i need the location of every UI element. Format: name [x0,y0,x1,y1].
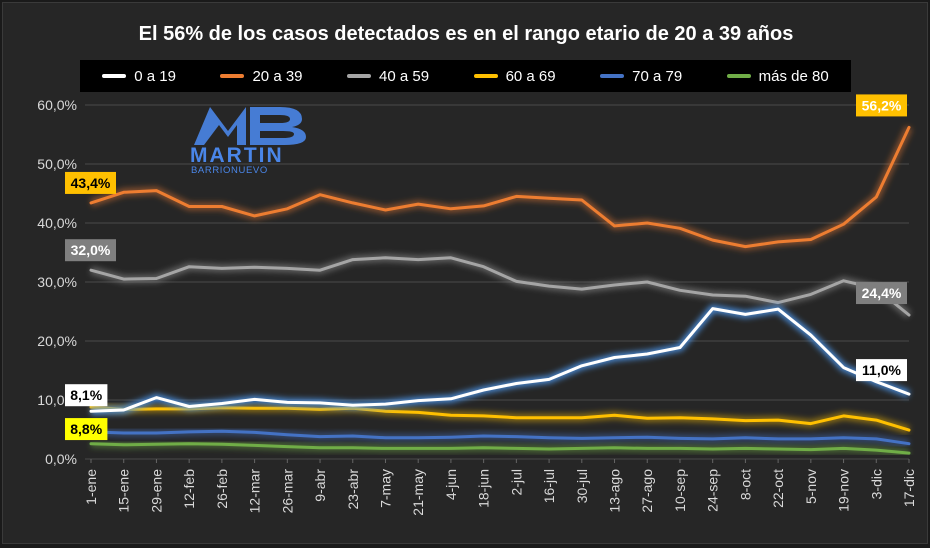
series-glow [90,304,911,416]
logo-name: MARTIN [190,144,284,167]
series-glow [90,403,911,434]
x-tick-label: 26-mar [279,469,295,514]
series-line [89,429,911,446]
y-tick-label: 40,0% [37,215,77,231]
y-axis: 0,0%10,0%20,0%30,0%40,0%50,0%60,0% [37,97,77,467]
data-label-60-a-69-start: 8,8% [65,418,108,441]
x-tick-label: 8-oct [737,469,753,500]
series-20-a-39 [89,125,913,251]
legend-item-0-a-19: 0 a 19 [102,68,176,85]
series-mas-de-80 [89,439,911,458]
x-tick-label: 19-nov [836,469,852,512]
y-tick-label: 0,0% [45,451,77,467]
legend-swatch [347,74,372,78]
legend-swatch [473,74,498,78]
x-tick-label: 30-jul [574,469,590,503]
legend-label: 60 a 69 [505,67,556,85]
legend: 0 a 19 20 a 39 40 a 59 60 a 69 70 a 79 más de… [80,60,851,92]
x-tick-label: 3-dic [868,469,884,499]
legend-item-70-a-79: 70 a 79 [600,68,682,85]
data-label-box [65,384,108,407]
data-label-box [856,359,907,382]
x-tick-label: 12-feb [181,469,197,509]
legend-swatch [220,74,245,78]
y-tick-label: 60,0% [37,97,77,113]
data-label-0-a-19-end: 11,0% [856,359,907,382]
x-tick-label: 12-mar [247,469,263,514]
data-labels: 43,4% 32,0% 8,1% 8,8% 56,2% 24,4% 11,0% [65,94,907,441]
data-label-40-a-59-start: 32,0% [65,239,116,262]
x-tick-label: 26-feb [214,469,230,509]
x-tick-label: 7-may [377,469,393,508]
series-line [89,256,911,317]
data-label-40-a-59-end: 24,4% [856,282,907,305]
data-label-box [856,282,907,305]
y-tick-label: 30,0% [37,274,77,290]
legend-item-mas-de-80: más de 80 [726,67,829,85]
series-0-a-19 [89,304,911,416]
y-tick-label: 20,0% [37,333,77,349]
x-tick-label: 24-sep [705,469,721,512]
series-glow [89,253,912,319]
x-axis: 1-ene 15-ene 29-ene 12-feb 26-feb 12-mar 26-ma… [83,459,917,516]
legend-item-40-a-59: 40 a 59 [347,68,429,85]
data-label-text: 8,1% [70,387,102,403]
x-tick-label: 10-sep [672,469,688,512]
data-label-20-a-39-end: 56,2% [856,94,907,117]
x-tick-label: 21-may [410,469,426,516]
x-tick-label: 5-nov [803,469,819,504]
legend-label: 70 a 79 [632,67,683,85]
gridlines [85,104,909,460]
data-label-text: 24,4% [862,285,902,301]
x-tick-label: 18-jun [476,469,492,508]
data-label-text: 32,0% [71,242,111,258]
series-40-a-59 [89,253,912,319]
x-tick-label: 15-ene [116,469,132,513]
series-line [89,125,911,249]
data-label-20-a-39-start: 43,4% [65,171,116,194]
x-tick-label: 27-ago [639,469,655,513]
series-60-a-69 [89,403,911,434]
data-label-box [65,239,116,262]
x-tick-label: 16-jul [541,469,557,503]
series-line [89,307,911,413]
legend-label: más de 80 [758,67,829,85]
legend-label: 40 a 59 [379,67,430,85]
legend-swatch [726,74,751,78]
data-label-0-a-19-start: 8,1% [65,384,108,407]
logo-surname: BARRIONUEVO [191,165,268,175]
x-tick-label: 13-ago [607,469,623,513]
x-tick-label: 23-abr [345,469,361,510]
line-chart: 0,0%10,0%20,0%30,0%40,0%50,0%60,0% 1-ene… [37,94,917,516]
y-tick-label: 50,0% [37,156,77,172]
x-tick-label: 22-oct [770,469,786,508]
x-tick-label: 4-jun [443,469,459,500]
data-label-text: 8,8% [70,421,102,437]
data-label-text: 56,2% [862,97,902,113]
series-line [89,442,911,455]
legend-label: 20 a 39 [252,67,303,85]
chart-title: El 56% de los casos detectados es en el … [138,23,794,45]
legend-item-60-a-69: 60 a 69 [473,67,556,85]
x-tick-label: 9-abr [312,469,328,502]
legend-swatch [102,74,127,78]
x-tick-label: 2-jul [508,469,524,495]
series-70-a-79 [89,427,911,448]
mb-logo-icon [194,107,306,145]
series-line [89,405,911,432]
brand-logo: MARTIN BARRIONUEVO [188,101,318,176]
legend-item-20-a-39: 20 a 39 [220,67,303,85]
data-label-box [65,171,116,194]
x-tick-label: 1-ene [83,469,99,505]
legend-swatch [600,74,625,78]
legend-label: 0 a 19 [134,67,176,85]
data-label-text: 43,4% [71,175,111,191]
x-tick-label: 29-ene [148,469,164,513]
data-label-box [65,418,108,441]
x-tick-label: 17-dic [901,469,917,507]
data-label-box [856,94,907,117]
data-label-text: 11,0% [862,362,901,378]
series-lines [89,125,913,458]
